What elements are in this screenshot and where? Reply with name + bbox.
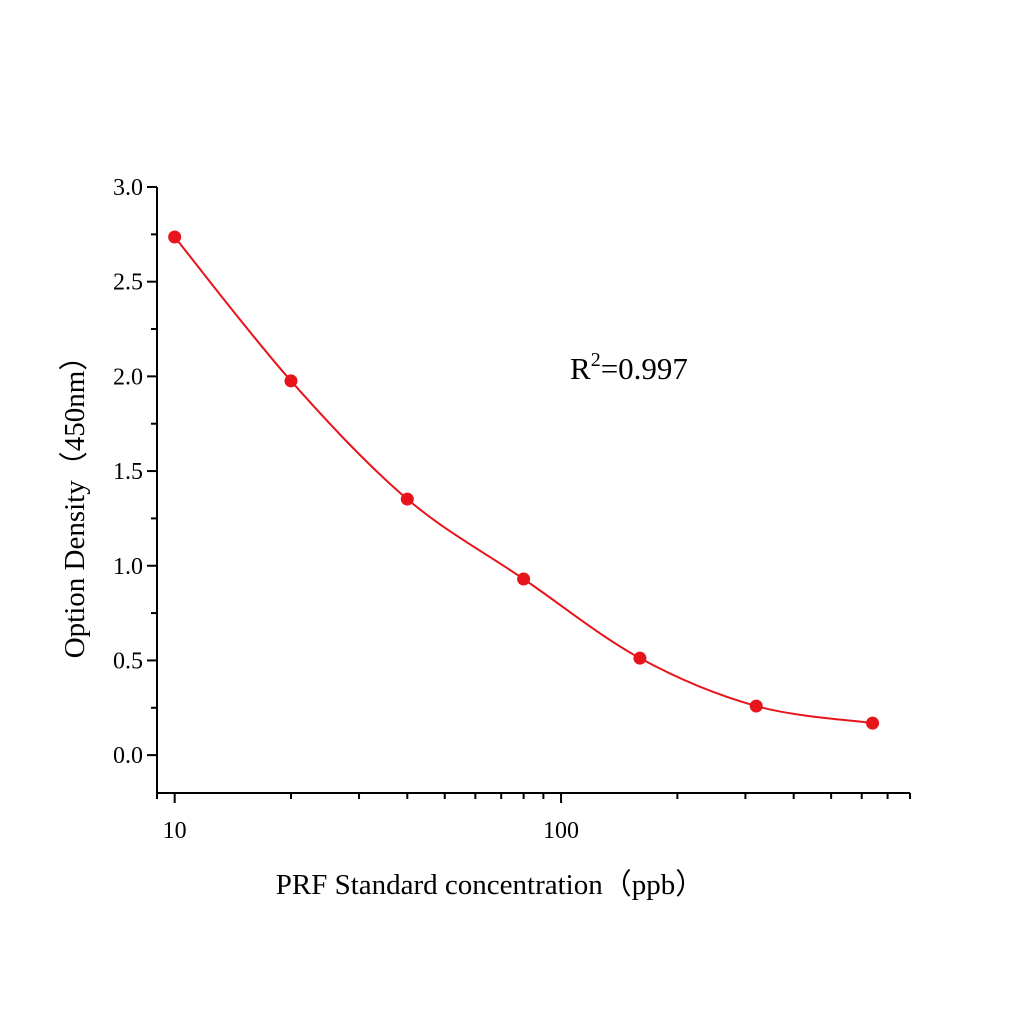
y-axis-label: Option Density（450nm）	[59, 342, 91, 659]
data-point	[633, 651, 647, 665]
r-squared-annotation: R2=0.997	[570, 349, 688, 386]
y-tick-label: 0.5	[113, 648, 143, 674]
fit-curve	[173, 236, 873, 725]
data-point	[517, 572, 531, 586]
x-tick-label: 100	[543, 818, 579, 844]
y-tick-label: 2.5	[113, 270, 143, 296]
y-tick-label: 1.5	[113, 459, 143, 485]
y-tick-label: 2.0	[113, 364, 143, 390]
x-tick-label: 10	[163, 818, 187, 844]
data-point	[400, 492, 414, 506]
x-axis-label: PRF Standard concentration（ppb）	[276, 869, 705, 901]
data-point	[284, 374, 298, 388]
y-tick-label: 1.0	[113, 554, 143, 580]
ticks: 0.0 0.5 1.0 1.5 2.0 2.5 3.0 10 100	[113, 175, 911, 844]
y-tick-label: 0.0	[113, 743, 143, 769]
data-point	[866, 716, 880, 730]
plot-area	[168, 230, 880, 730]
axes	[156, 187, 910, 794]
data-point	[749, 699, 763, 713]
y-tick-label: 3.0	[113, 175, 143, 201]
data-point	[168, 230, 182, 244]
